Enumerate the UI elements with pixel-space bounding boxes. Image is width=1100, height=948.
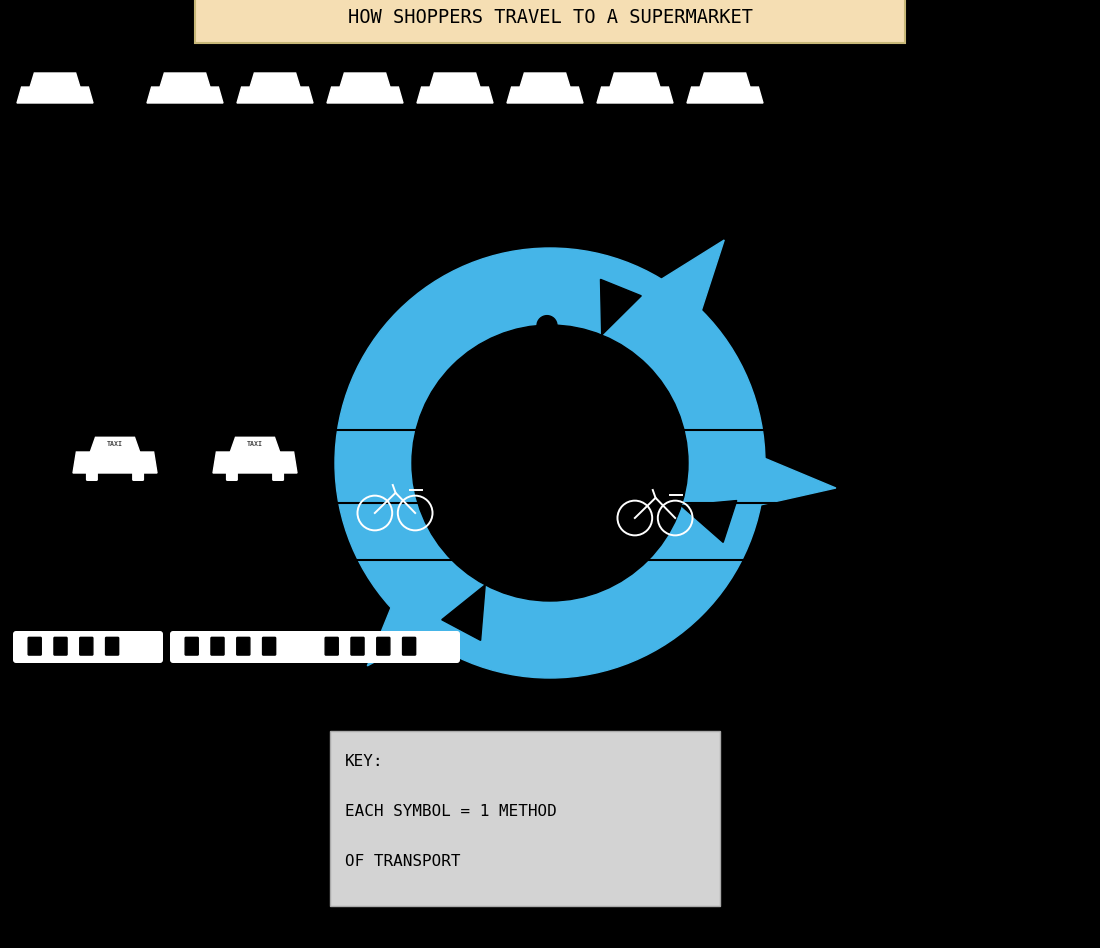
FancyBboxPatch shape: [403, 637, 416, 655]
Polygon shape: [236, 87, 314, 103]
Polygon shape: [339, 73, 390, 90]
Polygon shape: [601, 280, 641, 335]
Text: TAXI: TAXI: [248, 442, 263, 447]
FancyBboxPatch shape: [351, 637, 364, 655]
Text: HOW SHOPPERS TRAVEL TO A SUPERMARKET: HOW SHOPPERS TRAVEL TO A SUPERMARKET: [348, 8, 752, 27]
Text: TAXI: TAXI: [107, 442, 123, 447]
Polygon shape: [30, 73, 80, 90]
FancyBboxPatch shape: [326, 637, 339, 655]
Polygon shape: [213, 452, 297, 473]
Text: EACH SYMBOL = 1 METHOD: EACH SYMBOL = 1 METHOD: [345, 804, 557, 818]
FancyBboxPatch shape: [13, 631, 163, 663]
FancyBboxPatch shape: [195, 0, 905, 43]
Circle shape: [336, 248, 764, 678]
FancyBboxPatch shape: [87, 472, 97, 481]
Circle shape: [412, 325, 688, 601]
FancyBboxPatch shape: [273, 472, 284, 481]
Polygon shape: [688, 87, 763, 103]
Polygon shape: [507, 87, 583, 103]
Polygon shape: [73, 452, 157, 473]
Polygon shape: [700, 73, 751, 90]
FancyBboxPatch shape: [29, 637, 42, 655]
Polygon shape: [16, 87, 94, 103]
Polygon shape: [367, 562, 466, 665]
Polygon shape: [417, 87, 493, 103]
FancyBboxPatch shape: [377, 637, 389, 655]
FancyBboxPatch shape: [227, 472, 238, 481]
Polygon shape: [442, 585, 485, 641]
FancyBboxPatch shape: [211, 637, 224, 655]
FancyBboxPatch shape: [236, 637, 250, 655]
Polygon shape: [229, 437, 280, 456]
Polygon shape: [160, 73, 211, 90]
Polygon shape: [89, 437, 141, 456]
Polygon shape: [519, 73, 571, 90]
FancyBboxPatch shape: [54, 637, 67, 655]
FancyBboxPatch shape: [106, 637, 119, 655]
FancyBboxPatch shape: [133, 472, 143, 481]
Polygon shape: [714, 440, 836, 516]
FancyBboxPatch shape: [330, 731, 720, 906]
Polygon shape: [681, 501, 737, 542]
FancyBboxPatch shape: [263, 637, 276, 655]
FancyBboxPatch shape: [310, 631, 460, 663]
Text: OF TRANSPORT: OF TRANSPORT: [345, 853, 461, 868]
Polygon shape: [147, 87, 223, 103]
FancyBboxPatch shape: [170, 631, 320, 663]
FancyBboxPatch shape: [185, 637, 198, 655]
Circle shape: [537, 316, 557, 336]
Polygon shape: [327, 87, 403, 103]
Polygon shape: [597, 87, 673, 103]
Polygon shape: [620, 240, 724, 356]
Polygon shape: [609, 73, 661, 90]
Polygon shape: [429, 73, 481, 90]
Polygon shape: [250, 73, 300, 90]
FancyBboxPatch shape: [80, 637, 92, 655]
Text: KEY:: KEY:: [345, 754, 384, 769]
